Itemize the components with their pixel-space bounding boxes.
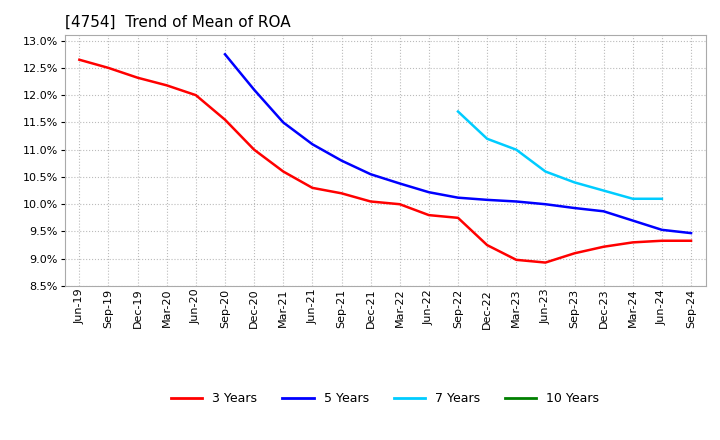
5 Years — [599, 209, 608, 214]
7 Years — [512, 147, 521, 152]
5 Years — [366, 172, 375, 177]
7 Years — [541, 169, 550, 174]
3 Years — [366, 199, 375, 204]
3 Years — [570, 251, 579, 256]
7 Years — [483, 136, 492, 141]
7 Years — [629, 196, 637, 202]
5 Years — [308, 142, 317, 147]
5 Years — [250, 87, 258, 92]
7 Years — [570, 180, 579, 185]
5 Years — [425, 190, 433, 195]
5 Years — [220, 51, 229, 57]
3 Years — [687, 238, 696, 243]
3 Years — [599, 244, 608, 249]
Text: [4754]  Trend of Mean of ROA: [4754] Trend of Mean of ROA — [65, 15, 290, 30]
3 Years — [220, 117, 229, 122]
3 Years — [337, 191, 346, 196]
3 Years — [250, 147, 258, 152]
5 Years — [687, 231, 696, 236]
5 Years — [483, 197, 492, 202]
Line: 3 Years: 3 Years — [79, 60, 691, 263]
3 Years — [308, 185, 317, 191]
Line: 5 Years: 5 Years — [225, 54, 691, 233]
3 Years — [104, 65, 113, 70]
5 Years — [395, 181, 404, 186]
3 Years — [629, 240, 637, 245]
3 Years — [75, 57, 84, 62]
3 Years — [395, 202, 404, 207]
5 Years — [657, 227, 666, 232]
3 Years — [512, 257, 521, 263]
Line: 7 Years: 7 Years — [458, 111, 662, 199]
5 Years — [541, 202, 550, 207]
Legend: 3 Years, 5 Years, 7 Years, 10 Years: 3 Years, 5 Years, 7 Years, 10 Years — [166, 387, 604, 410]
3 Years — [541, 260, 550, 265]
5 Years — [337, 158, 346, 163]
3 Years — [454, 215, 462, 220]
3 Years — [133, 75, 142, 81]
3 Years — [425, 213, 433, 218]
3 Years — [192, 92, 200, 98]
7 Years — [657, 196, 666, 202]
5 Years — [512, 199, 521, 204]
5 Years — [454, 195, 462, 200]
3 Years — [163, 83, 171, 88]
5 Years — [279, 120, 287, 125]
5 Years — [570, 205, 579, 211]
3 Years — [279, 169, 287, 174]
3 Years — [483, 242, 492, 248]
7 Years — [454, 109, 462, 114]
3 Years — [657, 238, 666, 243]
5 Years — [629, 218, 637, 223]
7 Years — [599, 188, 608, 193]
